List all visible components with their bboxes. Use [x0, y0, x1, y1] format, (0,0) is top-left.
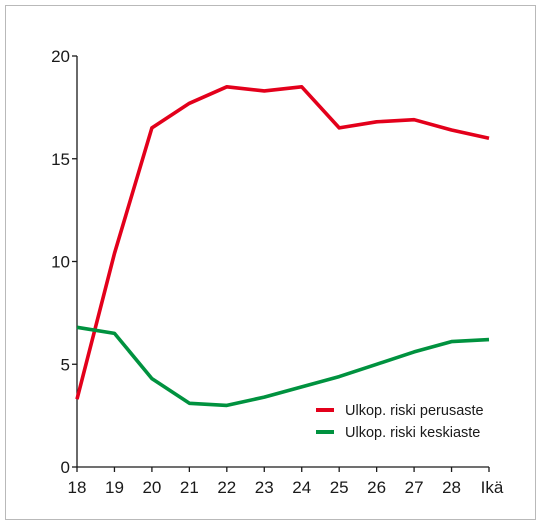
x-tick-label: 26 [367, 478, 386, 497]
x-tick-label: 21 [180, 478, 199, 497]
y-tick-label: 10 [51, 253, 70, 272]
legend: Ulkop. riski perusaste Ulkop. riski keski… [316, 403, 484, 441]
y-tick-label: 5 [61, 355, 70, 374]
x-tick-label: 28 [442, 478, 461, 497]
y-tick-label: 15 [51, 150, 70, 169]
x-tick-label: 20 [142, 478, 161, 497]
x-tick-label: 27 [405, 478, 424, 497]
x-axis-unit-label: Ikä [481, 478, 504, 497]
y-tick-label: 20 [51, 47, 70, 66]
x-tick-label: 18 [68, 478, 87, 497]
y-tick-label: 0 [61, 458, 70, 477]
legend-label-2: Ulkop. riski keskiaste [345, 425, 480, 441]
x-tick-label: 22 [217, 478, 236, 497]
x-tick-label: 23 [255, 478, 274, 497]
x-tick-label: 19 [105, 478, 124, 497]
x-tick-label: 24 [292, 478, 311, 497]
legend-label-1: Ulkop. riski perusaste [345, 403, 484, 419]
series-line-2 [76, 325, 490, 408]
x-tick-label: 25 [330, 478, 349, 497]
series-line-1 [75, 85, 490, 400]
series-layer [75, 85, 490, 408]
